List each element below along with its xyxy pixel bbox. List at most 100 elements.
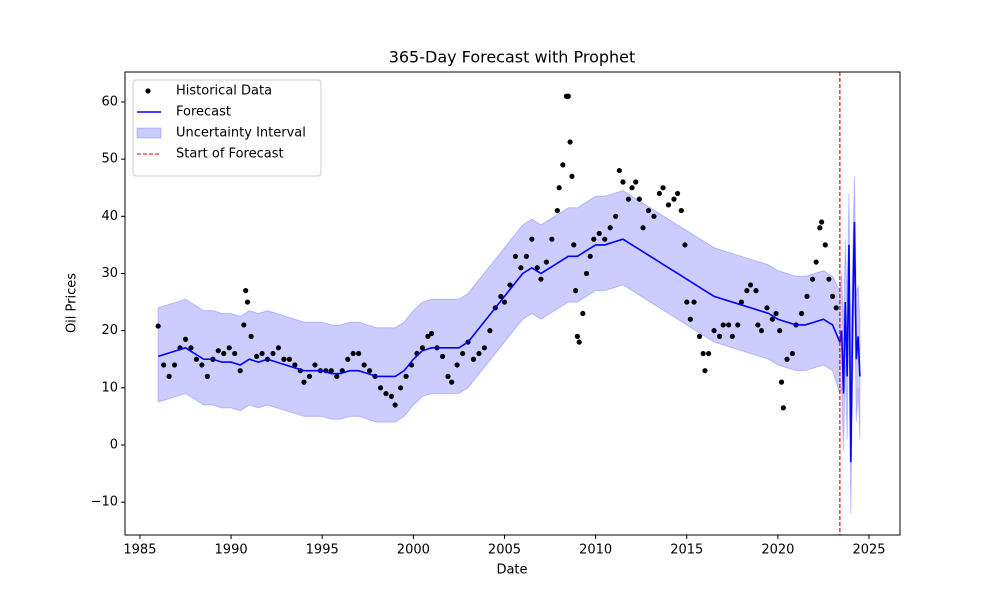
data-point: [587, 253, 593, 259]
data-point: [682, 242, 688, 248]
data-point: [361, 362, 367, 368]
data-point: [286, 356, 293, 362]
data-point: [640, 225, 646, 231]
data-point: [383, 390, 389, 397]
data-point: [334, 373, 340, 379]
data-point: [777, 328, 783, 334]
y-tick-label: 10: [101, 380, 118, 395]
data-point: [161, 362, 167, 368]
data-point: [188, 345, 194, 351]
data-point: [629, 185, 635, 191]
data-point: [753, 288, 759, 294]
x-tick-label: 2005: [488, 543, 521, 558]
x-tick-label: 2020: [761, 543, 794, 558]
data-point: [275, 345, 282, 351]
data-point: [665, 202, 672, 208]
data-point: [560, 162, 566, 168]
data-point: [583, 270, 590, 277]
data-point: [403, 373, 409, 379]
data-point: [571, 242, 577, 248]
data-point: [388, 393, 395, 400]
data-point: [620, 179, 626, 185]
chart-title: 365-Day Forecast with Prophet: [389, 48, 636, 67]
data-point: [204, 373, 210, 379]
data-point: [716, 333, 723, 339]
data-point: [829, 293, 836, 299]
data-point: [826, 276, 832, 282]
data-point: [356, 350, 362, 357]
data-point: [813, 259, 819, 265]
data-point: [512, 253, 519, 259]
data-point: [804, 293, 810, 299]
data-point: [182, 336, 189, 342]
data-point: [454, 362, 460, 368]
data-point: [764, 305, 770, 311]
data-point: [459, 350, 466, 357]
data-point: [735, 322, 741, 328]
data-point: [439, 353, 446, 359]
data-point: [700, 350, 706, 357]
data-point: [345, 356, 351, 362]
x-tick-label: 1995: [306, 543, 339, 558]
data-point: [691, 299, 697, 305]
data-point: [481, 345, 488, 351]
data-point: [241, 322, 247, 328]
data-point: [726, 322, 732, 328]
data-point: [633, 179, 639, 185]
data-point: [706, 350, 712, 357]
y-tick-label: 50: [101, 152, 118, 167]
x-tick-label: 2010: [579, 543, 612, 558]
data-point: [833, 305, 839, 311]
data-point: [596, 230, 602, 237]
data-point: [780, 405, 786, 411]
data-point: [651, 213, 657, 219]
data-point: [199, 362, 205, 368]
data-point: [625, 196, 632, 202]
data-point: [397, 385, 404, 391]
y-axis-label: Oil Prices: [65, 273, 80, 333]
data-point: [392, 402, 398, 408]
x-tick-label: 2025: [852, 543, 885, 558]
legend: Historical Data Forecast Uncertainty Inter…: [132, 79, 322, 177]
legend-marker: [136, 127, 162, 139]
data-point: [350, 350, 356, 357]
data-point: [711, 328, 717, 334]
data-point: [281, 356, 287, 362]
y-tick-label: 40: [101, 209, 118, 224]
data-point: [534, 265, 540, 271]
data-point: [292, 362, 298, 368]
y-tick-label: 0: [110, 438, 118, 453]
x-tick-label: 1985: [123, 543, 156, 558]
plot-area: [155, 72, 861, 535]
data-point: [476, 350, 482, 357]
data-point: [445, 373, 451, 379]
data-point: [678, 207, 684, 214]
data-point: [817, 225, 823, 231]
legend-label: Start of Forecast: [176, 147, 284, 162]
data-point: [221, 350, 227, 357]
legend-label: Historical Data: [176, 84, 272, 99]
data-point: [572, 288, 579, 294]
uncertainty-band: [157, 176, 861, 514]
data-point: [301, 379, 307, 385]
data-point: [328, 368, 334, 374]
data-point: [243, 288, 249, 294]
y-tick-label: 30: [101, 266, 118, 281]
data-point: [769, 316, 776, 322]
data-point: [487, 328, 493, 334]
data-point: [501, 299, 508, 305]
data-point: [171, 362, 178, 368]
data-point: [449, 379, 455, 385]
data-point: [696, 333, 703, 339]
data-point: [306, 373, 313, 379]
data-point: [576, 339, 582, 345]
data-point: [498, 293, 504, 299]
data-point: [543, 259, 550, 265]
data-point: [232, 350, 238, 357]
data-point: [237, 368, 243, 374]
data-point: [193, 356, 200, 362]
data-point: [591, 236, 597, 242]
data-point: [616, 167, 622, 174]
data-point: [784, 356, 790, 362]
